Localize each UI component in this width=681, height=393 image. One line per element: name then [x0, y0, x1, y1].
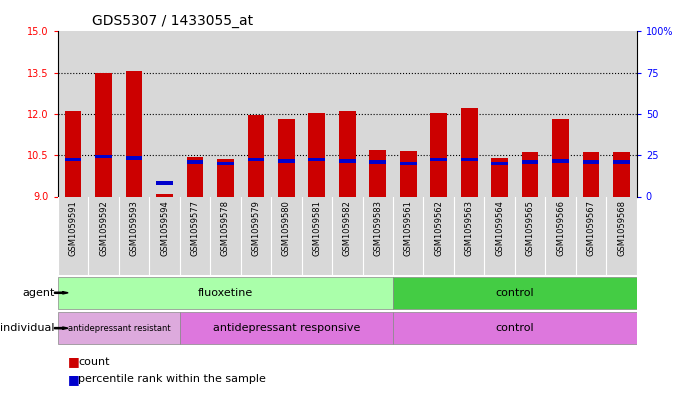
- Bar: [613, 160, 630, 164]
- Bar: [247, 158, 264, 161]
- Text: GSM1059577: GSM1059577: [191, 200, 200, 256]
- Text: GSM1059564: GSM1059564: [495, 200, 504, 256]
- Text: antidepressant resistant: antidepressant resistant: [67, 324, 170, 332]
- Text: GSM1059563: GSM1059563: [464, 200, 474, 256]
- Text: GSM1059566: GSM1059566: [556, 200, 565, 256]
- Text: antidepressant responsive: antidepressant responsive: [212, 323, 360, 333]
- Text: GSM1059581: GSM1059581: [313, 200, 321, 256]
- Bar: [491, 158, 508, 196]
- Text: GSM1059568: GSM1059568: [617, 200, 626, 256]
- Text: GSM1059567: GSM1059567: [586, 200, 596, 256]
- Text: GSM1059593: GSM1059593: [129, 200, 138, 256]
- Text: GSM1059561: GSM1059561: [404, 200, 413, 256]
- Text: fluoxetine: fluoxetine: [197, 288, 253, 298]
- Text: GSM1059583: GSM1059583: [373, 200, 382, 256]
- Bar: [339, 111, 355, 196]
- Bar: [430, 113, 447, 196]
- Text: GSM1059592: GSM1059592: [99, 200, 108, 256]
- Text: GSM1059579: GSM1059579: [251, 200, 260, 256]
- Bar: [65, 111, 82, 196]
- Text: GSM1059580: GSM1059580: [282, 200, 291, 256]
- Bar: [156, 181, 173, 185]
- Text: GSM1059578: GSM1059578: [221, 200, 230, 256]
- Text: percentile rank within the sample: percentile rank within the sample: [78, 374, 266, 384]
- Bar: [369, 160, 386, 164]
- Bar: [369, 150, 386, 196]
- Text: count: count: [78, 356, 110, 367]
- Bar: [400, 151, 417, 196]
- Bar: [95, 155, 112, 158]
- Text: ■: ■: [68, 373, 80, 386]
- Bar: [95, 73, 112, 196]
- Bar: [217, 160, 234, 196]
- Bar: [522, 160, 539, 164]
- Bar: [278, 119, 295, 196]
- Bar: [156, 194, 173, 196]
- Bar: [461, 158, 477, 161]
- Bar: [58, 277, 393, 309]
- Bar: [308, 158, 326, 161]
- Bar: [522, 152, 539, 196]
- Text: control: control: [496, 288, 534, 298]
- Text: GSM1059591: GSM1059591: [69, 200, 78, 256]
- Bar: [613, 152, 630, 196]
- Text: GSM1059565: GSM1059565: [526, 200, 535, 256]
- Bar: [430, 158, 447, 161]
- Bar: [552, 159, 569, 163]
- Text: GSM1059594: GSM1059594: [160, 200, 169, 256]
- Bar: [461, 108, 477, 196]
- Text: control: control: [496, 323, 534, 333]
- Bar: [552, 119, 569, 196]
- Text: GSM1059582: GSM1059582: [343, 200, 352, 256]
- Bar: [339, 159, 355, 163]
- Bar: [393, 277, 637, 309]
- Bar: [583, 160, 599, 164]
- Bar: [126, 72, 142, 196]
- Bar: [180, 312, 393, 344]
- Bar: [58, 312, 180, 344]
- Text: agent: agent: [22, 288, 54, 298]
- Bar: [308, 113, 326, 196]
- Text: ■: ■: [68, 355, 80, 368]
- Bar: [187, 157, 204, 196]
- Text: GSM1059562: GSM1059562: [434, 200, 443, 256]
- Bar: [217, 162, 234, 165]
- Bar: [126, 156, 142, 160]
- Bar: [187, 160, 204, 164]
- Bar: [393, 312, 637, 344]
- Bar: [65, 158, 82, 161]
- Text: individual: individual: [0, 323, 54, 333]
- Text: GDS5307 / 1433055_at: GDS5307 / 1433055_at: [92, 13, 253, 28]
- Bar: [247, 116, 264, 196]
- Bar: [278, 159, 295, 163]
- Bar: [400, 162, 417, 165]
- Bar: [583, 152, 599, 196]
- Bar: [491, 162, 508, 165]
